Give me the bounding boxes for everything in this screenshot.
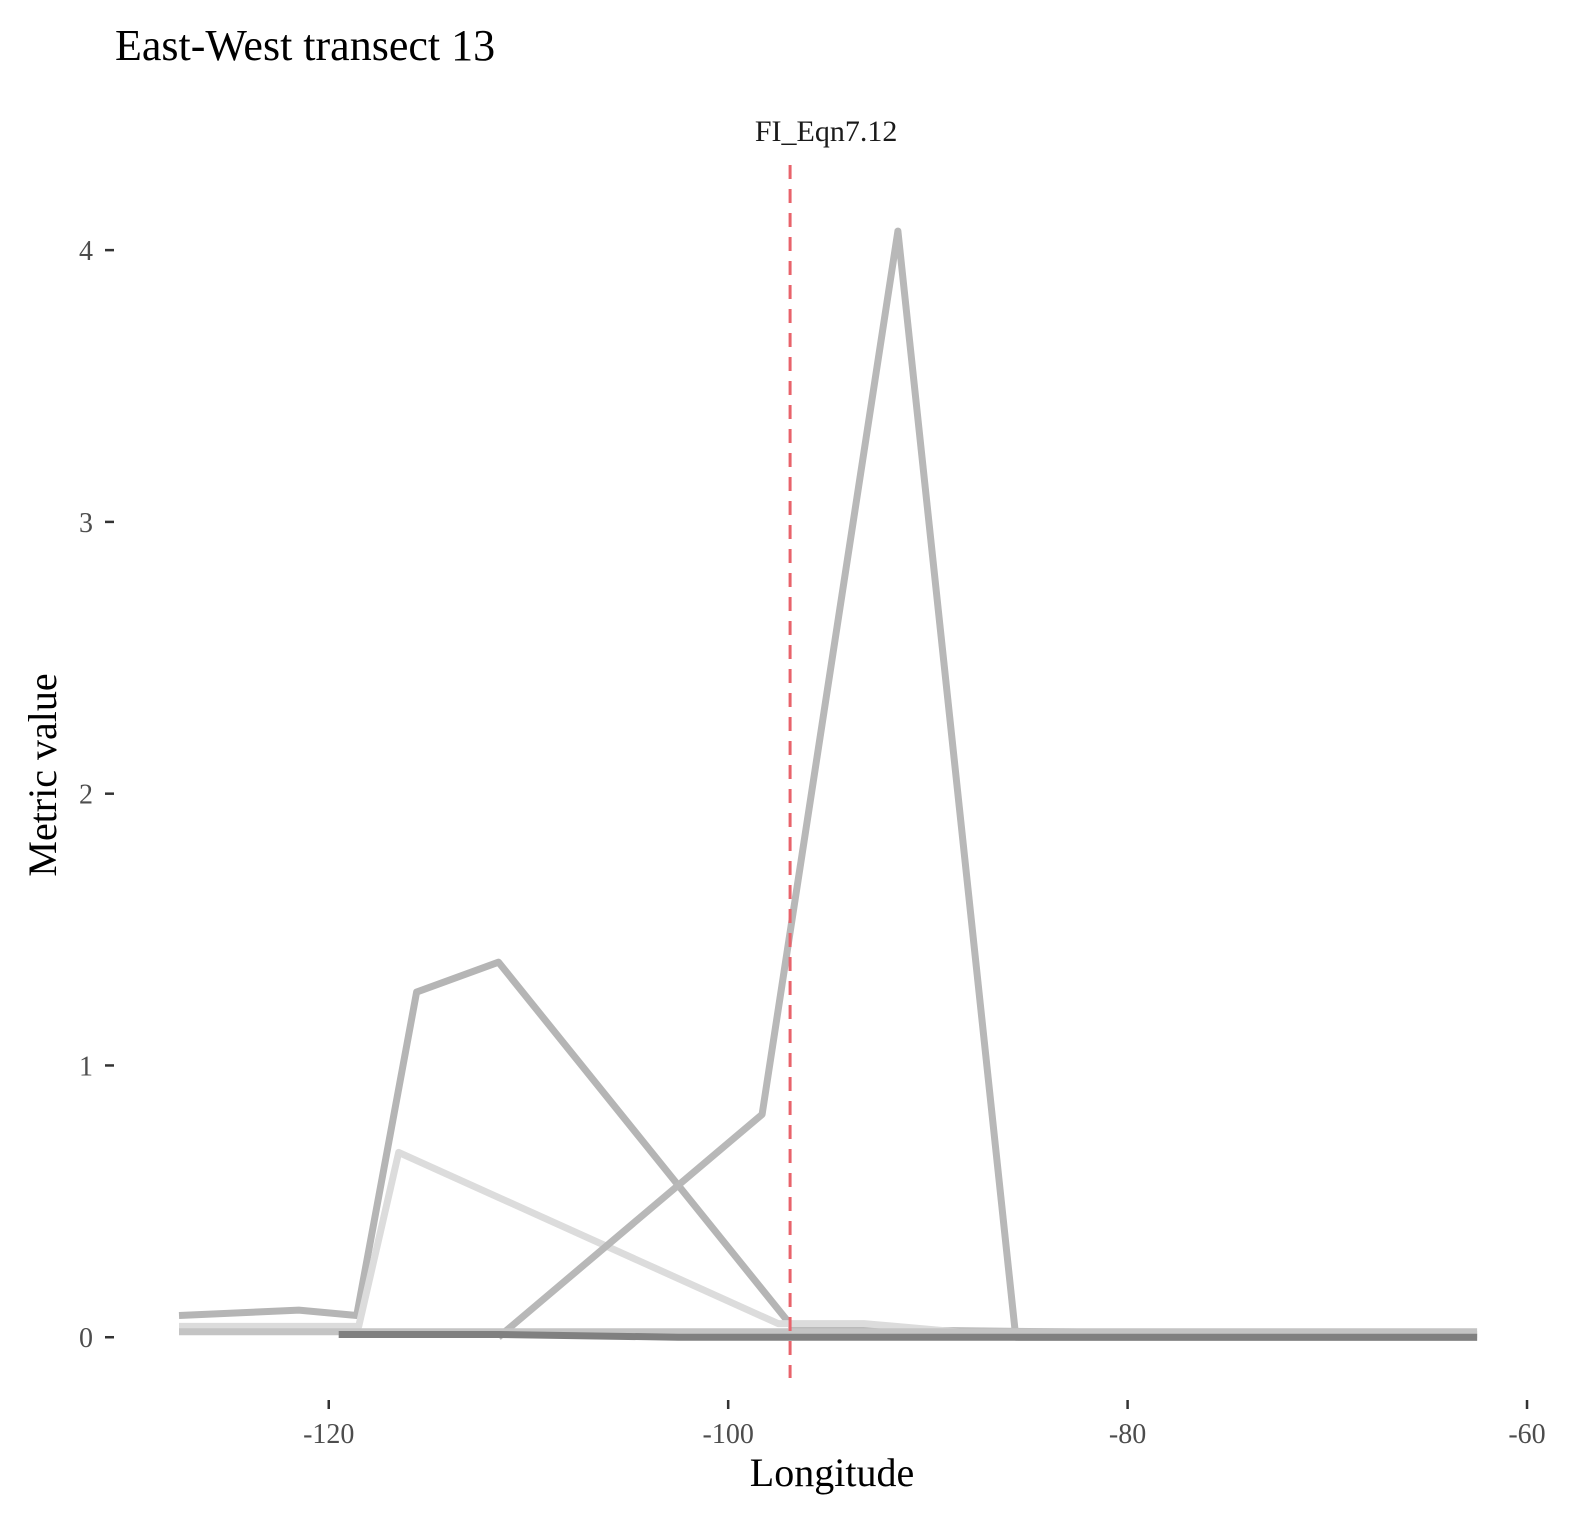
x-tick-label: -60 [1508, 1419, 1545, 1450]
series-line-3 [496, 227, 1478, 1341]
x-axis-title: Longitude [750, 1450, 914, 1495]
y-tick-label: 2 [79, 780, 93, 811]
y-axis-title: Metric value [20, 673, 65, 876]
y-tick-label: 0 [79, 1323, 93, 1354]
series-line-5 [338, 1331, 1478, 1341]
series-layer [178, 227, 1478, 1341]
x-axis: -120 -100 -80 -60 [303, 1400, 1546, 1450]
series-line-2 [179, 1148, 1478, 1341]
y-axis: 0 1 2 3 4 [79, 236, 114, 1354]
x-tick-label: -100 [703, 1419, 754, 1450]
chart-title: East-West transect 13 [115, 21, 495, 70]
reference-line-label: FI_Eqn7.12 [755, 115, 898, 148]
x-tick-label: -80 [1109, 1419, 1146, 1450]
y-tick-label: 3 [79, 508, 93, 539]
x-tick-label: -120 [303, 1419, 354, 1450]
y-tick-label: 4 [79, 236, 93, 267]
y-tick-label: 1 [79, 1051, 93, 1082]
reference-line-layer: FI_Eqn7.12 [755, 115, 898, 1378]
series-line-1 [178, 958, 1478, 1338]
plot-area: FI_Eqn7.12 [178, 115, 1478, 1378]
